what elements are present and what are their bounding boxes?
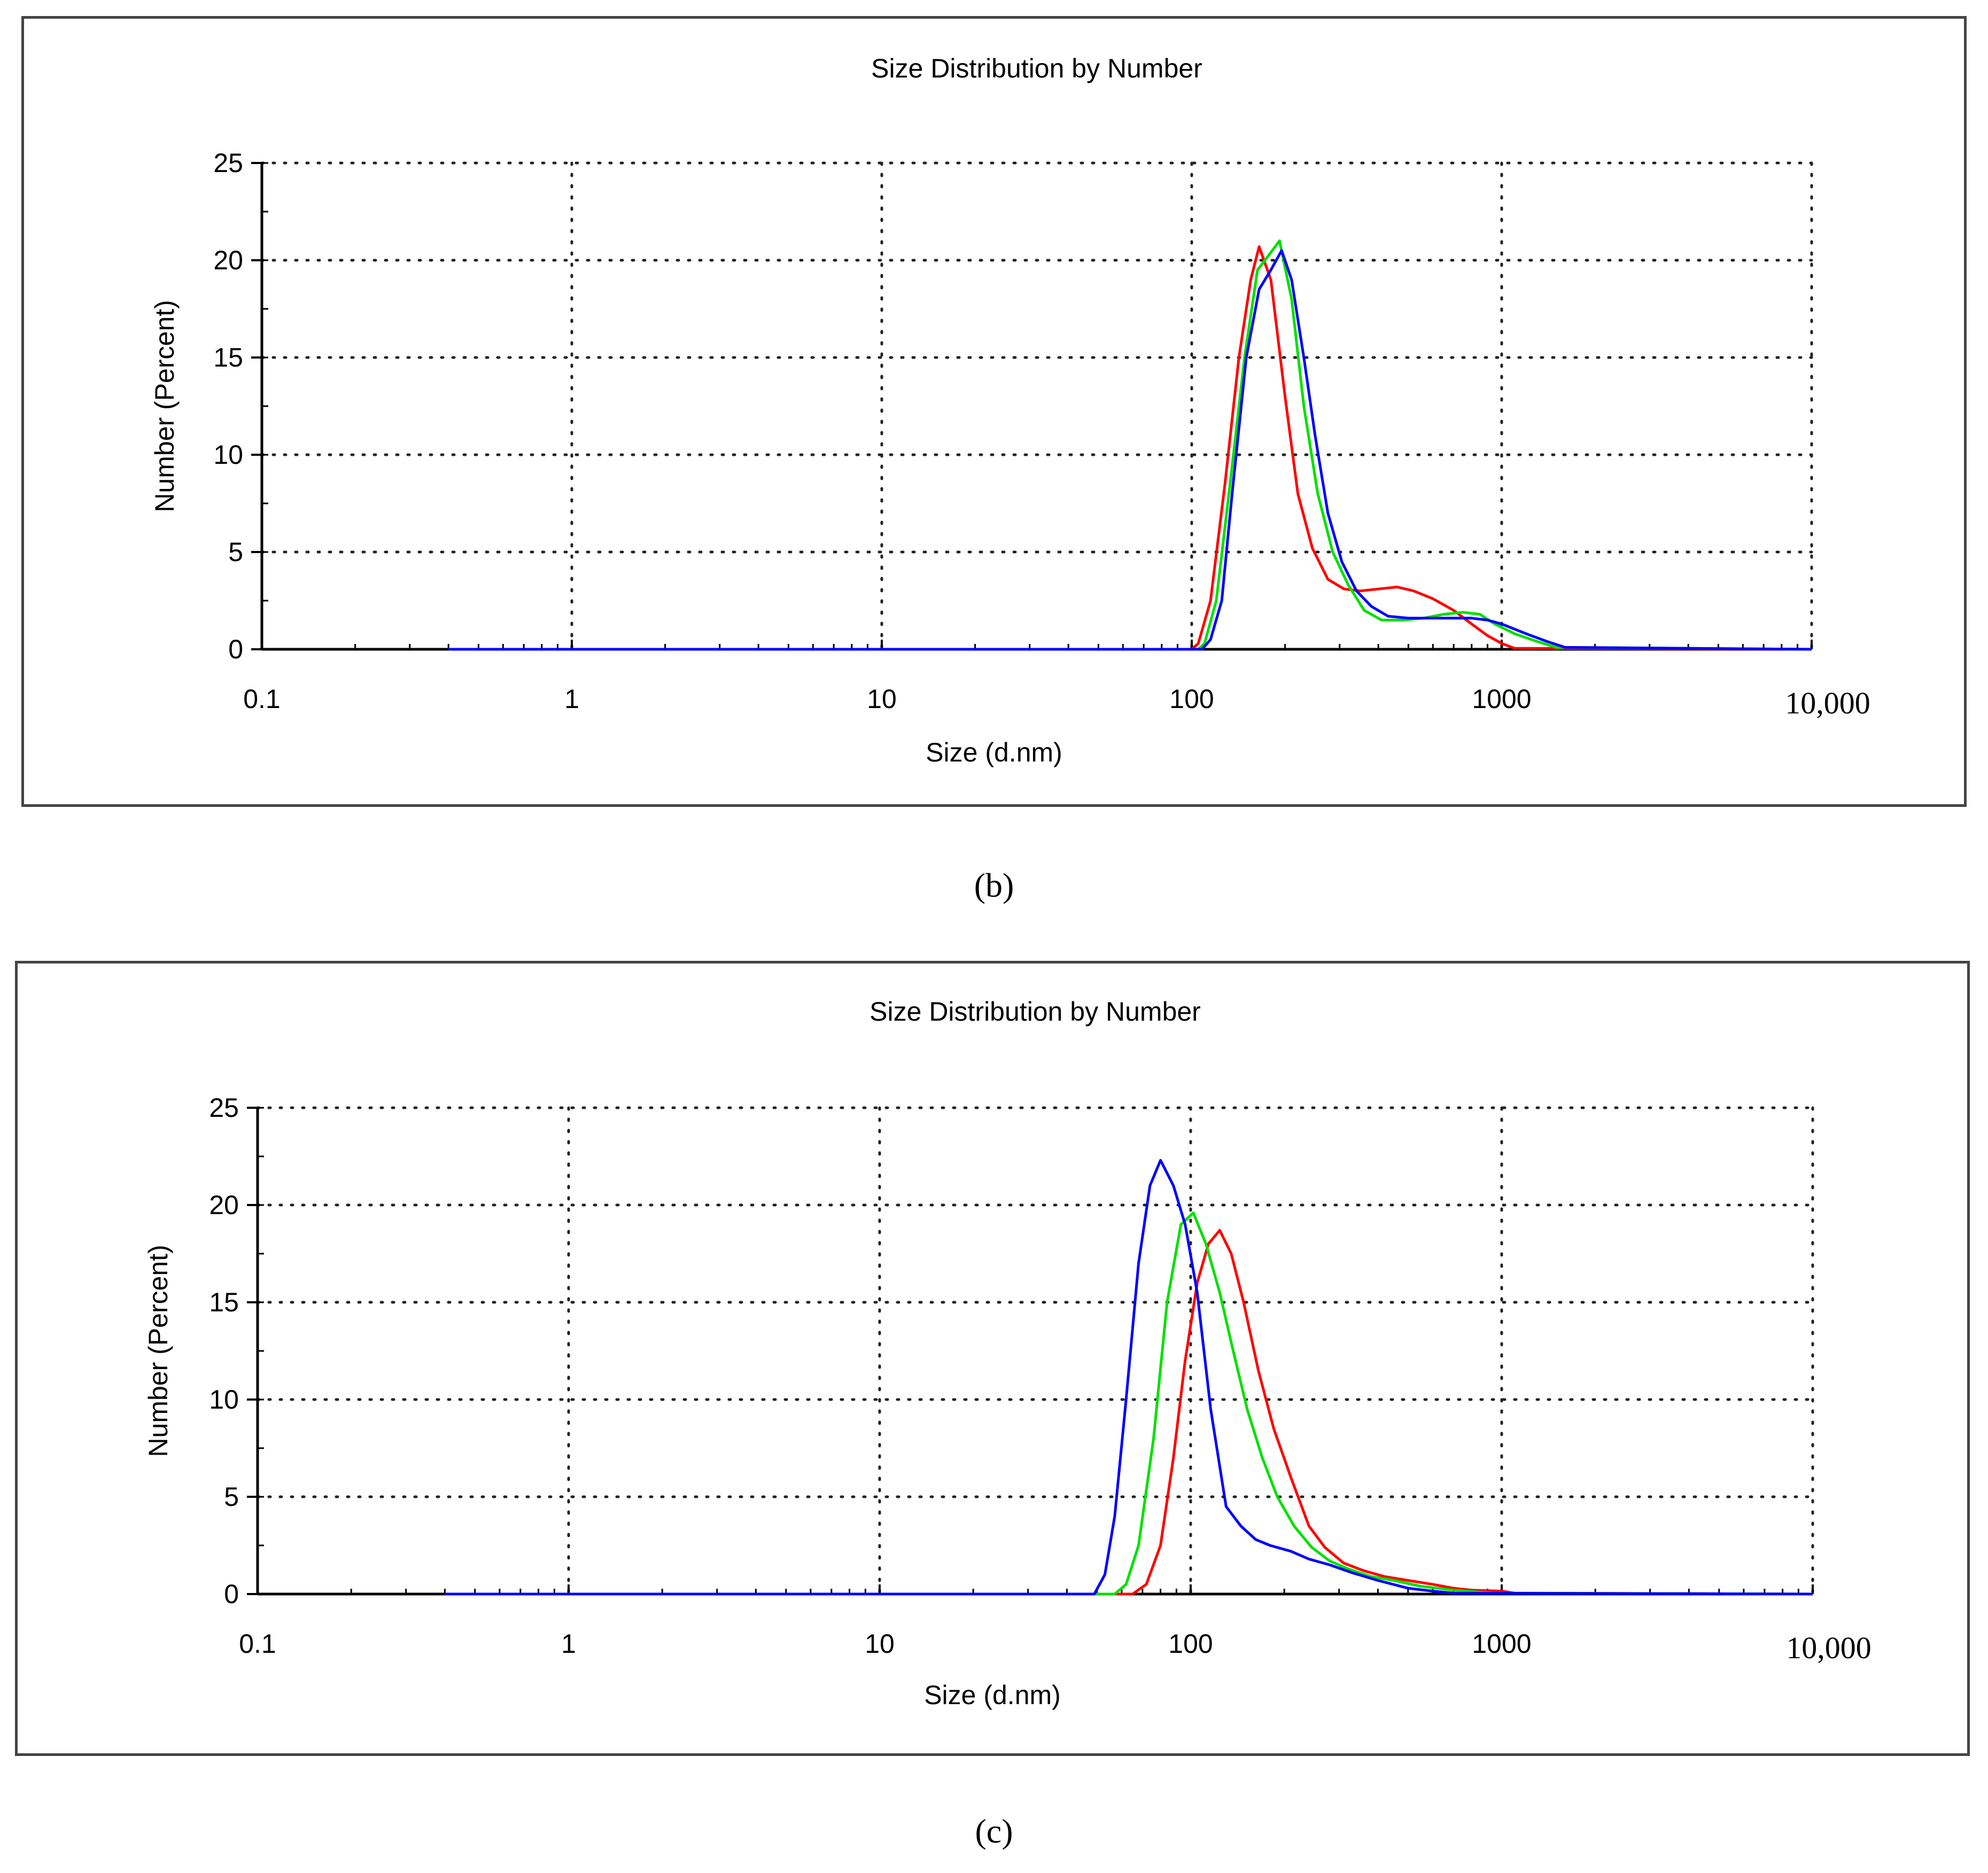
x-tick-label: 100: [1169, 684, 1214, 714]
x-axis-label: Size (d.nm): [926, 737, 1062, 767]
x-axis-label: Size (d.nm): [924, 1680, 1061, 1710]
x-tick-label: 10: [867, 684, 897, 714]
caption-b: (b): [974, 866, 1014, 904]
y-tick-label: 5: [228, 537, 243, 567]
x-tick-label: 0.1: [239, 1629, 276, 1659]
y-tick-label: 0: [224, 1579, 239, 1609]
chart-panel-c: Size Distribution by Number 0.1 1 10 100 1000…: [15, 961, 1970, 1756]
y-axis-label: Number (Percent): [143, 1245, 173, 1457]
y-tick-label: 25: [213, 148, 243, 178]
x-tick-label: 10,000: [1785, 686, 1870, 720]
y-tick-label: 15: [209, 1287, 239, 1317]
y-tick-label: 25: [209, 1093, 239, 1123]
chart-panel-b: Size Distribution by Number 0.1 1 10 100 1000…: [21, 16, 1967, 807]
series-line-blue: [448, 249, 1812, 651]
grid: [260, 161, 1813, 651]
y-tick-label: 10: [213, 440, 243, 470]
series-line-red: [448, 245, 1812, 651]
x-tick-label: 1000: [1472, 684, 1531, 714]
x-tick-label: 10: [865, 1629, 895, 1659]
y-tick-label: 0: [228, 634, 243, 664]
y-tick-label: 20: [213, 245, 243, 275]
y-tick-label: 20: [209, 1190, 239, 1220]
x-tick-label: 100: [1168, 1629, 1213, 1659]
x-tick-label: 10,000: [1786, 1630, 1871, 1665]
x-tick-label: 1: [561, 1629, 576, 1659]
series-line-green: [448, 239, 1812, 651]
chart-title: Size Distribution by Number: [869, 997, 1201, 1027]
y-axis-label: Number (Percent): [150, 300, 180, 512]
y-tick-label: 10: [209, 1385, 239, 1415]
caption-c: (c): [975, 1812, 1013, 1850]
series-line-red: [445, 1229, 1813, 1596]
series-line-blue: [445, 1159, 1813, 1596]
x-tick-label: 1: [564, 684, 579, 714]
y-tick-label: 15: [213, 343, 243, 372]
chart-title: Size Distribution by Number: [871, 53, 1202, 83]
series-line-green: [445, 1211, 1813, 1596]
x-tick-label: 1000: [1472, 1629, 1531, 1659]
x-tick-label: 0.1: [243, 684, 281, 714]
y-tick-label: 5: [224, 1482, 239, 1512]
grid: [256, 1106, 1814, 1596]
